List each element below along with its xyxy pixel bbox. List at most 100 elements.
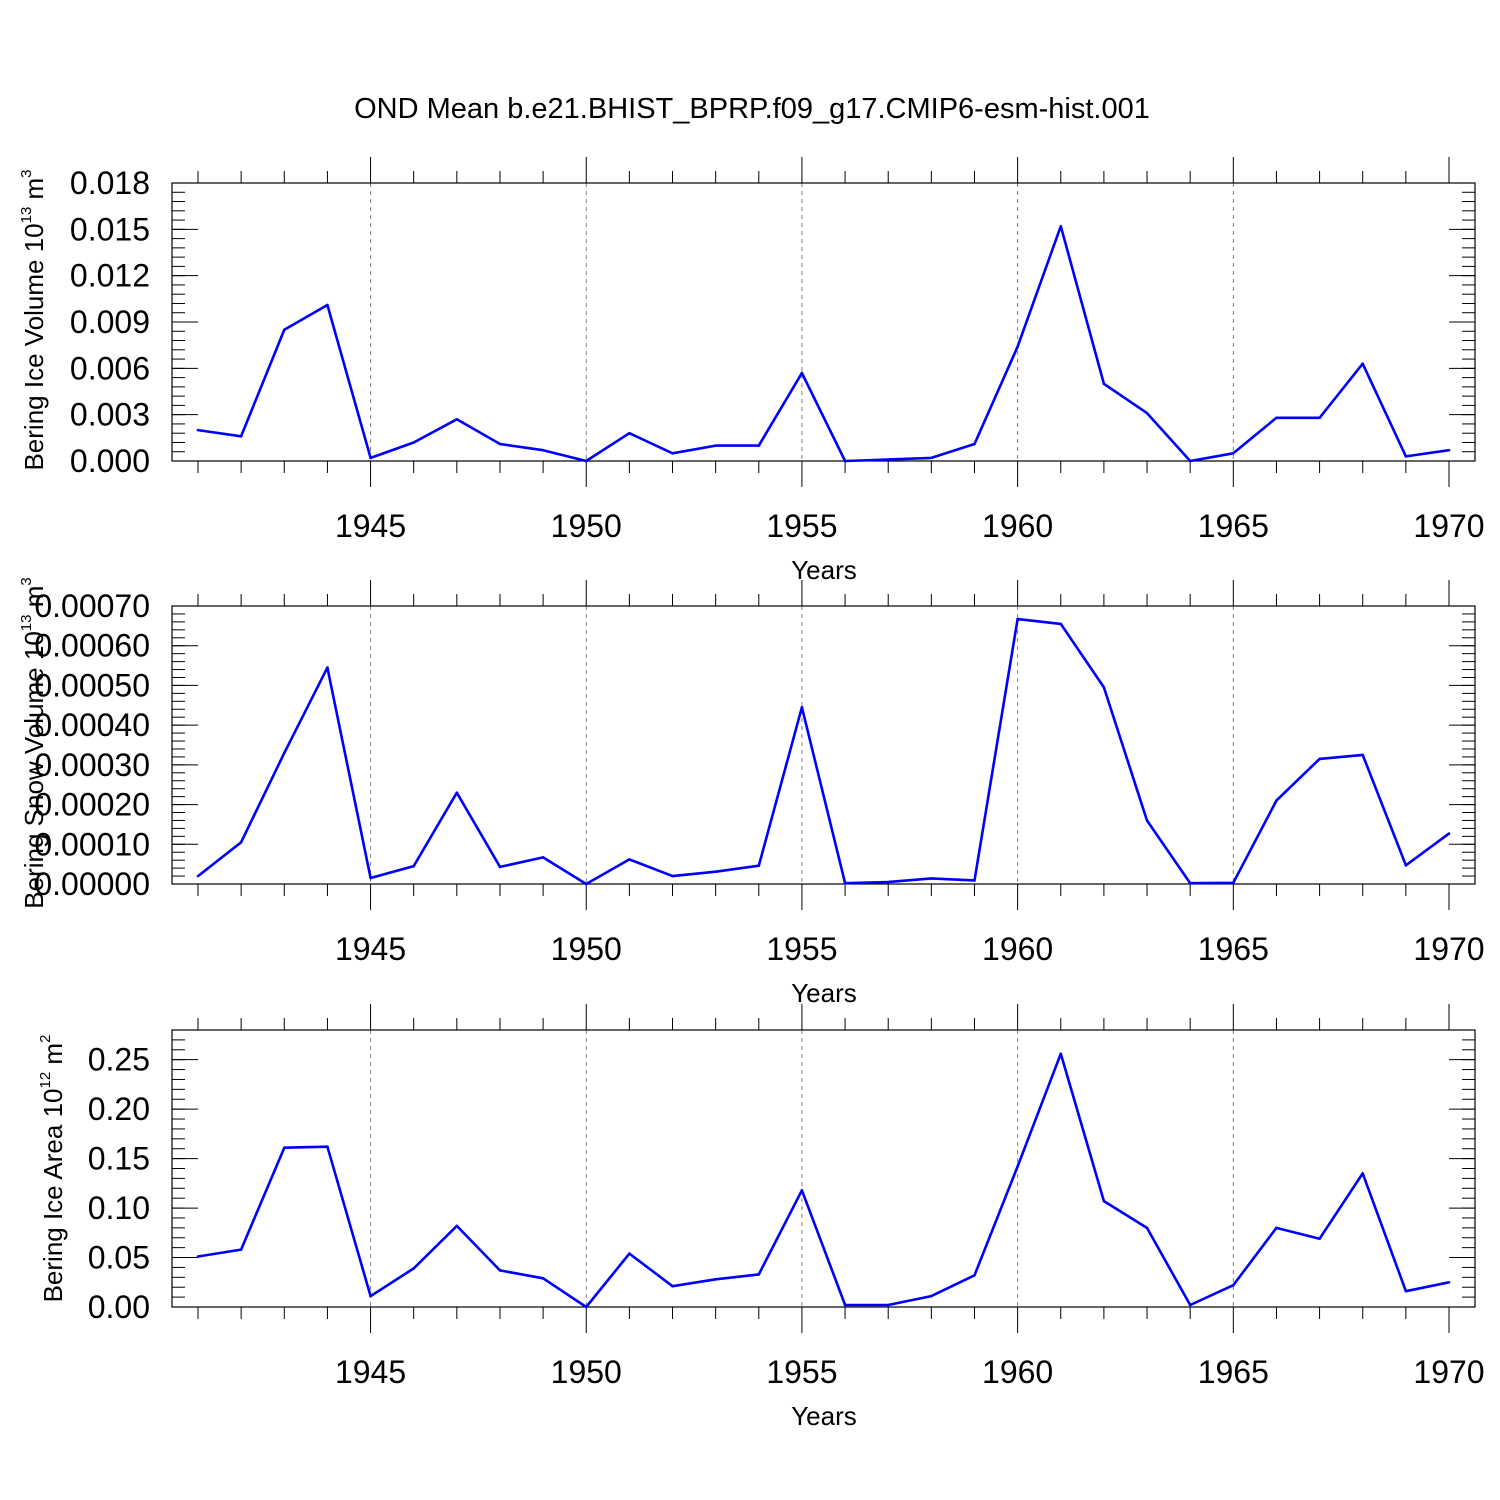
data-point	[584, 882, 588, 886]
data-point	[757, 864, 761, 868]
data-point	[412, 441, 415, 444]
data-point	[628, 858, 631, 861]
y-tick-label: 0.000	[70, 443, 150, 479]
data-point	[1102, 686, 1106, 689]
data-point	[282, 1146, 286, 1150]
chart-title: OND Mean b.e21.BHIST_BPRP.f09_g17.CMIP6-…	[354, 93, 1150, 125]
y-tick-label: 0.00010	[34, 826, 150, 862]
y-tick-label: 0.00	[88, 1289, 150, 1325]
data-point	[1275, 799, 1278, 802]
data-point	[1275, 416, 1278, 420]
data-point	[1361, 1172, 1365, 1175]
series-line	[197, 224, 1450, 463]
data-point	[498, 1269, 502, 1272]
y-tick-label: 0.00060	[34, 628, 150, 664]
data-point	[930, 1294, 933, 1298]
data-point	[498, 442, 502, 446]
data-point	[541, 448, 545, 452]
x-tick-label: 1970	[1413, 508, 1484, 544]
data-point	[1145, 1226, 1149, 1230]
y-axis-label: Bering Ice Area 1012 m2	[37, 1035, 68, 1303]
x-tick-label: 1945	[335, 1354, 406, 1390]
data-point	[973, 1274, 976, 1277]
x-axis-label: Years	[791, 555, 857, 585]
data-point	[369, 1294, 372, 1298]
data-point	[412, 1267, 415, 1270]
data-point	[886, 880, 890, 884]
y-tick-label: 0.25	[88, 1042, 150, 1078]
x-tick-label: 1955	[766, 1354, 837, 1390]
data-point	[369, 876, 372, 880]
data-point	[973, 879, 976, 882]
data-point	[671, 874, 674, 878]
data-point	[628, 431, 631, 435]
x-tick-label: 1965	[1198, 931, 1269, 967]
data-point	[628, 1252, 631, 1255]
y-tick-label: 0.006	[70, 350, 150, 386]
data-point	[1318, 416, 1321, 420]
data-point	[886, 1303, 890, 1307]
data-point	[1318, 757, 1321, 761]
data-point	[196, 1255, 200, 1258]
panel-3: 1945 1950 1955 1960 1965 1970 0.00 0.05 0.10 0.15…	[37, 1004, 1485, 1431]
x-tick-label: 1950	[551, 1354, 622, 1390]
y-axis-label-unit-exponent: 2	[37, 1035, 54, 1043]
data-point	[1361, 753, 1365, 757]
data-point	[1447, 448, 1451, 452]
data-point	[1102, 382, 1106, 386]
data-point	[1059, 1052, 1063, 1056]
data-point	[1404, 455, 1408, 458]
x-tick-label: 1950	[551, 931, 622, 967]
data-point	[326, 303, 329, 307]
data-point	[843, 459, 847, 463]
x-tick-label: 1955	[766, 508, 837, 544]
panel-1: 1945 1950 1955 1960 1965 1970 0.000 0.003 0.006 0…	[18, 157, 1485, 585]
y-axis-label-unit-exponent: 3	[18, 169, 35, 177]
data-point	[1102, 1199, 1106, 1203]
data-point	[1447, 832, 1451, 835]
data-point	[930, 456, 933, 460]
y-tick-label: 0.003	[70, 397, 150, 433]
x-axis-label: Years	[791, 1401, 857, 1431]
y-tick-label: 0.00030	[34, 747, 150, 783]
y-axis-label-unit: m	[38, 1043, 68, 1072]
panels: 1945 1950 1955 1960 1965 19700.0000.0030.0060…	[18, 157, 1485, 1431]
data-point	[1016, 345, 1019, 349]
data-point	[1361, 362, 1365, 366]
y-tick-label: 0.015	[70, 211, 150, 247]
data-point	[239, 1248, 243, 1251]
data-point	[196, 874, 200, 878]
y-axis-label-unit: m	[19, 178, 49, 207]
data-point	[1404, 1289, 1408, 1293]
data-point	[1145, 411, 1149, 415]
x-tick-label: 1955	[766, 931, 837, 967]
y-tick-label: 0.20	[88, 1091, 150, 1127]
x-axis-label: Years	[791, 978, 857, 1008]
data-point	[714, 444, 717, 447]
y-tick-label: 0.10	[88, 1190, 150, 1226]
data-point	[843, 1303, 847, 1307]
data-point	[757, 1273, 761, 1276]
x-tick-label: 1950	[551, 508, 622, 544]
data-point	[1275, 1226, 1278, 1230]
data-point	[800, 1188, 804, 1192]
y-tick-label: 0.00050	[34, 667, 150, 703]
panel-2: 1945 1950 1955 1960 1965 19700.000000.000100.…	[18, 577, 1485, 1008]
y-tick-label: 0.012	[70, 258, 150, 294]
data-point	[584, 459, 588, 463]
data-point	[239, 434, 243, 438]
data-point	[369, 456, 372, 460]
data-point	[800, 705, 804, 709]
data-point	[282, 328, 286, 332]
y-tick-label: 0.15	[88, 1141, 150, 1177]
y-tick-label: 0.05	[88, 1240, 150, 1276]
x-tick-label: 1960	[982, 1354, 1053, 1390]
data-point	[412, 864, 415, 868]
data-point	[1232, 451, 1235, 455]
data-point	[714, 870, 717, 873]
data-point	[671, 1284, 674, 1288]
y-tick-label: 0.009	[70, 304, 150, 340]
data-point	[886, 458, 890, 461]
y-axis-label-text: Bering Ice Volume 10	[19, 223, 49, 470]
